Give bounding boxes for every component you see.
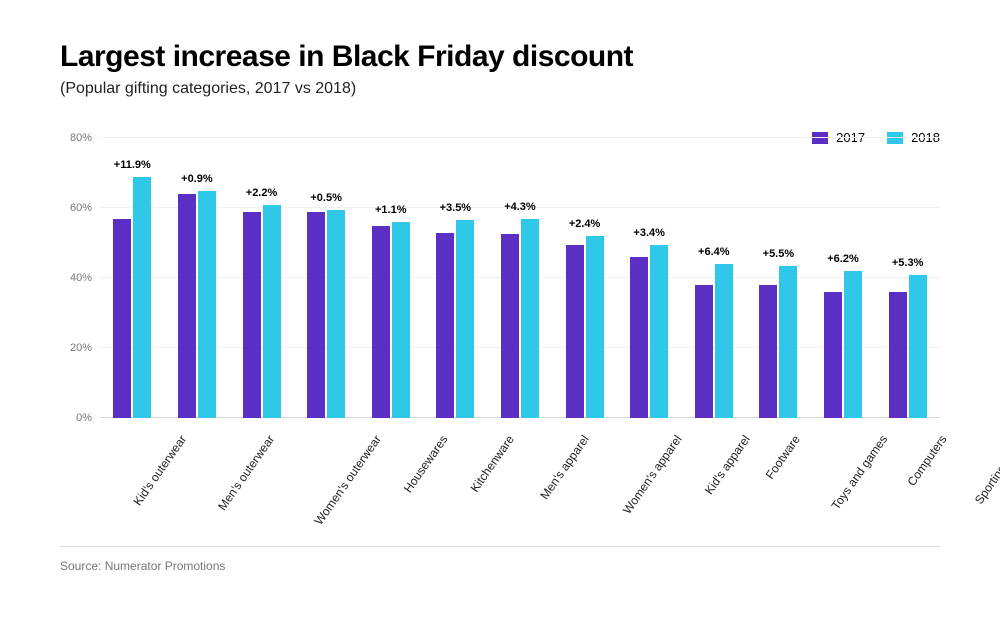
bar <box>630 257 648 418</box>
y-tick: 20% <box>70 342 92 354</box>
y-tick: 40% <box>70 272 92 284</box>
bar <box>307 212 325 419</box>
bar <box>243 212 261 419</box>
bar <box>889 292 907 418</box>
delta-label: +6.4% <box>698 246 730 258</box>
bar <box>566 245 584 418</box>
delta-label: +2.2% <box>246 187 278 199</box>
bar-group: +3.5% <box>423 138 488 418</box>
bar <box>133 177 151 419</box>
bar <box>178 194 196 418</box>
delta-label: +0.9% <box>181 173 213 185</box>
bar <box>779 266 797 418</box>
bar-group: +5.5% <box>746 138 811 418</box>
delta-label: +11.9% <box>114 159 151 171</box>
delta-label: +4.3% <box>504 201 536 213</box>
bar-group: +2.4% <box>552 138 617 418</box>
y-tick: 60% <box>70 202 92 214</box>
chart-area: 2017 2018 0%20%40%60%80% +11.9%+0.9%+2.2… <box>60 138 940 518</box>
bars-container: +11.9% +0.9% +2.2% +0.5% +1.1% +3.5% +4.3% +2.4… <box>100 138 940 418</box>
bar-group: +3.4% <box>617 138 682 418</box>
delta-label: +3.5% <box>440 202 472 214</box>
bar <box>909 275 927 419</box>
bar <box>392 222 410 418</box>
x-label: Kid's outerwear <box>100 418 182 518</box>
bar-group: +11.9% <box>100 138 165 418</box>
bar <box>113 219 131 419</box>
y-axis: 0%20%40%60%80% <box>60 138 100 418</box>
bar-group: +0.9% <box>165 138 230 418</box>
bar <box>824 292 842 418</box>
plot-area: +11.9% +0.9% +2.2% +0.5% +1.1% +3.5% +4.3% +2.4… <box>100 138 940 418</box>
bar <box>501 234 519 418</box>
bar <box>263 205 281 419</box>
delta-label: +5.5% <box>763 248 795 260</box>
bar <box>436 233 454 419</box>
y-tick: 80% <box>70 132 92 144</box>
delta-label: +5.3% <box>892 257 924 269</box>
delta-label: +3.4% <box>633 227 665 239</box>
bar-group: +1.1% <box>358 138 423 418</box>
footer-rule <box>60 546 940 547</box>
bar-group: +4.3% <box>488 138 553 418</box>
bar <box>759 285 777 418</box>
bar <box>695 285 713 418</box>
bar <box>198 191 216 419</box>
delta-label: +2.4% <box>569 218 601 230</box>
bar <box>844 271 862 418</box>
bar <box>372 226 390 419</box>
bar <box>521 219 539 419</box>
delta-label: +1.1% <box>375 204 407 216</box>
source-text: Source: Numerator Promotions <box>60 559 940 573</box>
bar-group: +6.2% <box>811 138 876 418</box>
bar <box>586 236 604 418</box>
delta-label: +0.5% <box>310 192 342 204</box>
bar <box>327 210 345 418</box>
x-axis: Kid's outerwearMen's outerwearWomen's ou… <box>100 418 940 518</box>
bar-group: +0.5% <box>294 138 359 418</box>
chart-subtitle: (Popular gifting categories, 2017 vs 201… <box>60 80 940 98</box>
bar <box>650 245 668 418</box>
bar-group: +6.4% <box>681 138 746 418</box>
delta-label: +6.2% <box>827 253 859 265</box>
bar <box>456 220 474 418</box>
y-tick: 0% <box>76 412 92 424</box>
bar <box>715 264 733 418</box>
chart-title: Largest increase in Black Friday discoun… <box>60 40 940 74</box>
bar-group: +2.2% <box>229 138 294 418</box>
bar-group: +5.3% <box>875 138 940 418</box>
